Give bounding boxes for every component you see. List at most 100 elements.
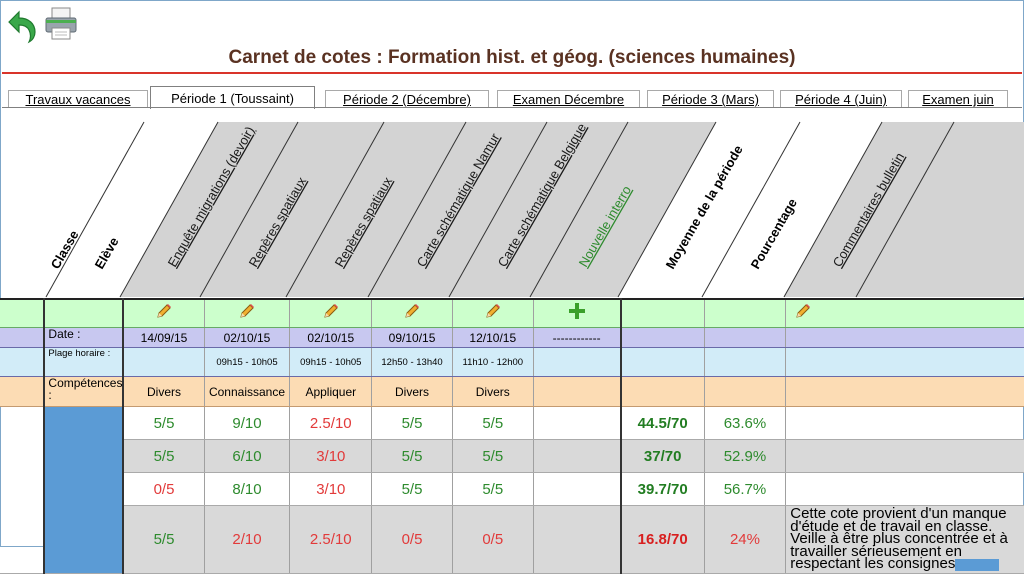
percentage-cell: 24% [704,505,787,574]
pencil-icon[interactable] [484,302,502,320]
header-eleve: Elève [92,235,122,272]
score-cell[interactable]: 5/5 [452,406,534,440]
score-cell[interactable]: 2.5/10 [289,505,373,574]
date-cell: ------------ [533,327,622,348]
edit-comments[interactable] [785,298,1024,328]
score-cell[interactable]: 5/5 [371,406,453,440]
title-divider [2,72,1022,74]
plage-cell [533,347,622,377]
score-cell[interactable]: 5/5 [123,406,205,440]
date-cell: 02/10/15 [204,327,291,348]
classe-cell [0,406,46,574]
tab-periode-2[interactable]: Période 2 (Décembre) [325,90,489,108]
date-cell: 02/10/15 [289,327,373,348]
add-evaluation[interactable] [533,298,622,328]
average-cell: 16.8/70 [620,505,705,574]
competence-cell: Divers [123,376,205,407]
date-label: Date : [44,327,125,348]
header-band-eval-2 [200,122,384,297]
student-row: 0/5 8/10 3/10 5/5 5/5 39.7/70 56.7% [0,472,1024,506]
comment-cell[interactable]: Cette cote provient d'un manque d'étude … [785,505,1024,574]
edit-row [0,298,1024,328]
tab-baseline [2,107,1022,108]
plage-cell: 12h50 - 13h40 [371,347,453,377]
comment-cell[interactable] [785,406,1024,440]
score-cell[interactable]: 5/5 [452,439,534,473]
score-cell[interactable]: 0/5 [452,505,534,574]
header-band-eval-1 [120,122,298,297]
plage-cell: 09h15 - 10h05 [289,347,373,377]
tab-periode-4[interactable]: Période 4 (Juin) [780,90,902,108]
header-classe: Classe [48,228,82,272]
comment-cell[interactable] [785,472,1024,506]
score-cell[interactable]: 5/5 [123,439,205,473]
competence-cell: Divers [371,376,453,407]
plage-cell: 09h15 - 10h05 [204,347,291,377]
competence-cell: Divers [452,376,534,407]
comment-cell[interactable] [785,439,1024,473]
pencil-icon[interactable] [238,302,256,320]
average-cell: 44.5/70 [620,406,705,440]
student-row: 5/5 6/10 3/10 5/5 5/5 37/70 52.9% [0,439,1024,473]
comment-marker [955,558,1000,571]
header-band-new [530,122,716,297]
score-cell[interactable]: 0/5 [371,505,453,574]
date-cell: 14/09/15 [123,327,205,348]
competence-cell: Connaissance [204,376,291,407]
header-pourcentage: Pourcentage [748,196,800,272]
pencil-icon[interactable] [403,302,421,320]
pencil-icon[interactable] [322,302,340,320]
header-band-eval-4 [368,122,547,297]
date-cell: 09/10/15 [371,327,453,348]
score-cell[interactable]: 9/10 [204,406,291,440]
header-band-tail [856,122,1024,297]
score-cell[interactable]: 3/10 [289,472,373,506]
column-headers: Classe Elève Enquête migrations (devoir)… [45,121,1024,298]
edit-eval-2[interactable] [204,298,291,328]
plage-row: Plage horaire : 09h15 - 10h05 09h15 - 10… [0,347,1024,377]
plage-cell [123,347,205,377]
student-row: 5/5 9/10 2.5/10 5/5 5/5 44.5/70 63.6% [0,406,1024,574]
competences-label: Compétences : [44,376,125,407]
pencil-icon[interactable] [155,302,173,320]
pencil-icon[interactable] [794,302,812,320]
tab-examen-decembre[interactable]: Examen Décembre [497,90,640,108]
competences-row: Compétences : Divers Connaissance Appliq… [0,376,1024,407]
header-band-eval-3 [286,122,466,297]
score-cell[interactable]: 5/5 [123,505,205,574]
percentage-cell: 52.9% [704,439,787,473]
edit-eval-1[interactable] [123,298,205,328]
tab-examen-juin[interactable]: Examen juin [908,90,1008,108]
score-cell[interactable]: 0/5 [123,472,205,506]
student-row: 5/5 2/10 2.5/10 0/5 0/5 16.8/70 24% Cett… [0,505,1024,574]
edit-eval-3[interactable] [289,298,373,328]
edit-eval-4[interactable] [371,298,453,328]
edit-eval-5[interactable] [452,298,534,328]
plus-icon[interactable] [567,301,587,321]
score-cell[interactable]: 6/10 [204,439,291,473]
plage-label: Plage horaire : [44,347,125,377]
student-name-block[interactable] [44,406,125,574]
score-cell[interactable]: 2.5/10 [289,406,373,440]
score-cell[interactable]: 5/5 [371,439,453,473]
score-cell[interactable]: 5/5 [371,472,453,506]
score-cell[interactable]: 8/10 [204,472,291,506]
tab-periode-3[interactable]: Période 3 (Mars) [647,90,774,108]
score-cell[interactable]: 3/10 [289,439,373,473]
tab-travaux-vacances[interactable]: Travaux vacances [8,90,148,108]
back-arrow-icon[interactable] [3,8,39,44]
printer-icon[interactable] [44,6,78,42]
date-cell: 12/10/15 [452,327,534,348]
header-band-eval-5 [449,122,628,297]
score-cell[interactable]: 5/5 [452,472,534,506]
percentage-cell: 56.7% [704,472,787,506]
page-title: Carnet de cotes : Formation hist. et géo… [228,47,796,68]
date-row: Date : 14/09/15 02/10/15 02/10/15 09/10/… [0,327,1024,348]
score-cell[interactable]: 2/10 [204,505,291,574]
competence-cell: Appliquer [289,376,373,407]
tab-periode-1[interactable]: Période 1 (Toussaint) [150,86,315,109]
percentage-cell: 63.6% [704,406,787,440]
header-band-comments [784,122,954,297]
average-cell: 39.7/70 [620,472,705,506]
grades-table: Date : 14/09/15 02/10/15 02/10/15 09/10/… [0,298,1024,574]
